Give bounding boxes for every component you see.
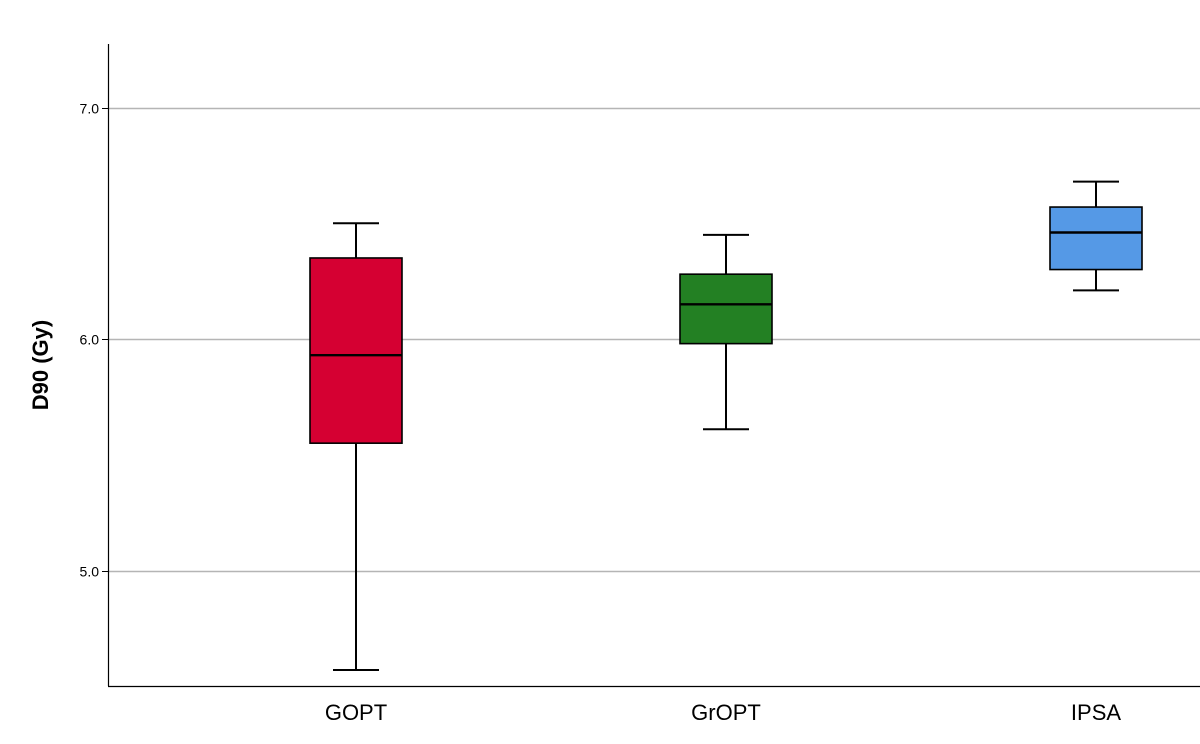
x-category-label: GrOPT xyxy=(691,700,761,725)
axes xyxy=(107,44,1200,688)
y-tick-label: 6.0 xyxy=(80,332,100,348)
x-category-label: GOPT xyxy=(325,700,387,725)
iqr-box xyxy=(679,273,773,345)
iqr-box xyxy=(309,257,403,444)
x-category-label: IPSA xyxy=(1071,700,1121,725)
y-tick-label: 7.0 xyxy=(80,101,100,117)
y-tick-labels: 5.0 6.0 7.0 xyxy=(80,101,108,580)
box-group-ipsa xyxy=(1049,180,1143,292)
box-group-gopt xyxy=(309,222,403,672)
category-labels: GOPT GrOPT IPSA xyxy=(325,700,1122,725)
y-tick-label: 5.0 xyxy=(80,564,100,580)
box-group-gropt xyxy=(679,233,773,431)
boxes xyxy=(309,180,1143,672)
iqr-box xyxy=(1049,206,1143,271)
y-axis-title: D90 (Gy) xyxy=(28,320,53,410)
gridlines xyxy=(108,107,1200,573)
